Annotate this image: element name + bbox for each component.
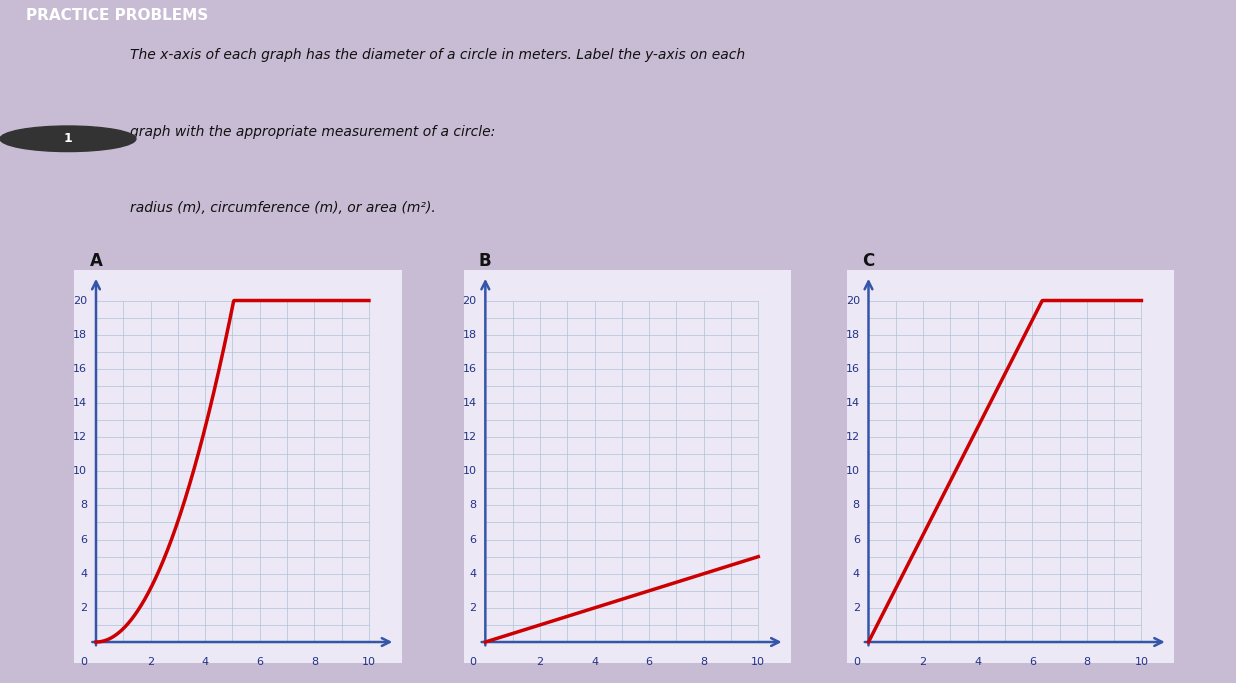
Text: 0: 0 [470, 657, 477, 667]
Text: 18: 18 [462, 330, 477, 339]
Text: 2: 2 [80, 603, 88, 613]
Text: 4: 4 [470, 569, 477, 579]
Text: 4: 4 [853, 569, 860, 579]
Text: 10: 10 [845, 466, 860, 476]
Text: 0: 0 [853, 657, 860, 667]
Text: 6: 6 [645, 657, 653, 667]
Text: 6: 6 [470, 535, 477, 544]
Text: 12: 12 [462, 432, 477, 442]
Text: 8: 8 [1083, 657, 1090, 667]
Text: 8: 8 [80, 501, 88, 510]
Text: 20: 20 [845, 296, 860, 305]
Text: 16: 16 [845, 364, 860, 374]
Circle shape [0, 126, 136, 152]
Text: 10: 10 [362, 657, 376, 667]
Text: 6: 6 [80, 535, 88, 544]
Text: 10: 10 [751, 657, 765, 667]
Text: 18: 18 [845, 330, 860, 339]
Text: 2: 2 [536, 657, 544, 667]
Text: 12: 12 [845, 432, 860, 442]
Text: graph with the appropriate measurement of a circle:: graph with the appropriate measurement o… [130, 125, 496, 139]
Text: 8: 8 [853, 501, 860, 510]
Text: 4: 4 [591, 657, 598, 667]
Text: 20: 20 [73, 296, 88, 305]
Text: 2: 2 [147, 657, 154, 667]
Text: 20: 20 [462, 296, 477, 305]
Text: 0: 0 [80, 657, 88, 667]
Text: C: C [861, 252, 874, 270]
Text: 6: 6 [1028, 657, 1036, 667]
Text: 18: 18 [73, 330, 88, 339]
Text: 1: 1 [63, 133, 73, 145]
Text: 6: 6 [853, 535, 860, 544]
Text: 8: 8 [700, 657, 707, 667]
Text: 4: 4 [80, 569, 88, 579]
Text: 2: 2 [470, 603, 477, 613]
Text: PRACTICE PROBLEMS: PRACTICE PROBLEMS [26, 8, 208, 23]
Text: 2: 2 [920, 657, 927, 667]
Text: 10: 10 [73, 466, 88, 476]
Text: 16: 16 [73, 364, 88, 374]
Text: 16: 16 [462, 364, 477, 374]
Text: 2: 2 [853, 603, 860, 613]
Text: 6: 6 [256, 657, 263, 667]
Text: 12: 12 [73, 432, 88, 442]
Text: The x-axis of each graph has the diameter of a circle in meters. Label the y-axi: The x-axis of each graph has the diamete… [130, 48, 745, 62]
Text: 14: 14 [462, 398, 477, 408]
Text: radius (m), circumference (m), or area (m²).: radius (m), circumference (m), or area (… [130, 201, 435, 215]
Text: 4: 4 [201, 657, 209, 667]
Text: 8: 8 [470, 501, 477, 510]
Text: A: A [89, 252, 103, 270]
Text: 8: 8 [310, 657, 318, 667]
Text: 10: 10 [462, 466, 477, 476]
Text: 14: 14 [845, 398, 860, 408]
Text: 14: 14 [73, 398, 88, 408]
Text: 10: 10 [1135, 657, 1148, 667]
Text: B: B [478, 252, 492, 270]
Text: 4: 4 [974, 657, 981, 667]
